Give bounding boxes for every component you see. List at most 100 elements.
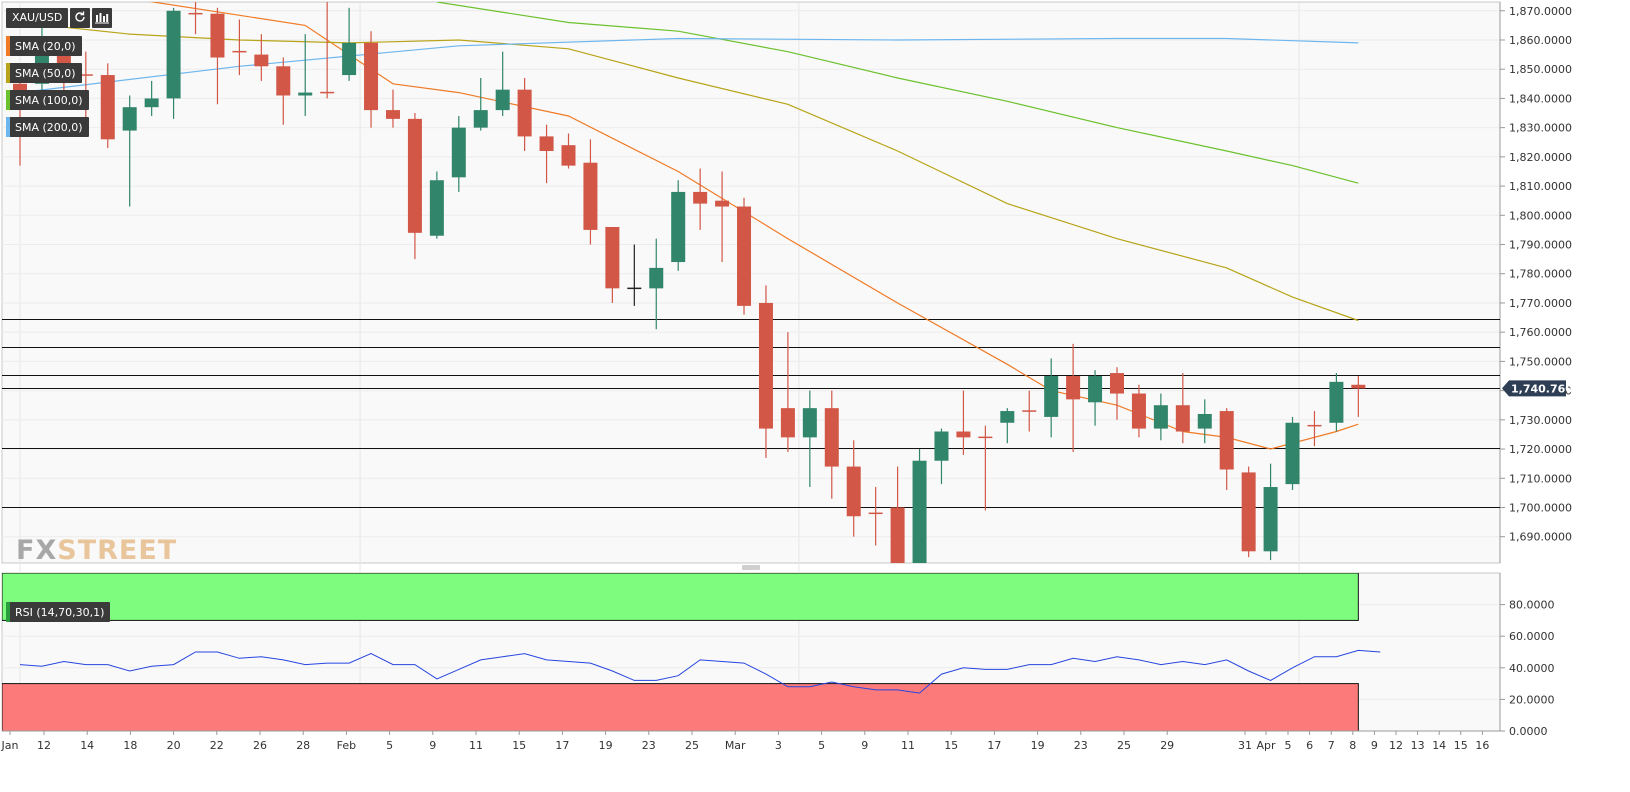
- candle-body: [473, 110, 488, 128]
- price-tick-label: 1,750.0000: [1509, 355, 1572, 368]
- candle-body: [846, 466, 861, 517]
- x-tick-label: 5: [1285, 739, 1292, 752]
- candle-body: [934, 431, 949, 461]
- candle-body: [1285, 422, 1300, 485]
- legend-sma-100[interactable]: SMA (100,0): [6, 90, 89, 110]
- price-tick-label: 1,730.0000: [1509, 414, 1572, 427]
- legend-label: SMA (200,0): [15, 120, 83, 134]
- current-price-tag: [1502, 380, 1566, 397]
- candle-body: [583, 162, 598, 230]
- price-tick-label: 1,820.0000: [1509, 151, 1572, 164]
- current-price-text: 1,740.7600: [1511, 382, 1581, 395]
- rsi-tick-label: 60.0000: [1509, 630, 1555, 643]
- x-tick-label: 15: [944, 739, 958, 752]
- legend-swatch: [6, 36, 10, 56]
- sma-line: [149, 2, 1359, 450]
- candle-body: [276, 66, 291, 96]
- candle-body: [1351, 384, 1366, 389]
- price-tick-label: 1,690.0000: [1509, 531, 1572, 544]
- x-tick-label: Apr: [1256, 739, 1276, 752]
- candle-body: [890, 507, 905, 563]
- x-tick-label: 11: [901, 739, 915, 752]
- x-tick-label: 29: [1160, 739, 1174, 752]
- legend-sma-50[interactable]: SMA (50,0): [6, 63, 82, 83]
- symbol-button[interactable]: XAU/USD: [6, 8, 69, 28]
- candle-body: [649, 267, 664, 289]
- rsi-legend: RSI (14,70,30,1): [6, 602, 111, 629]
- price-tick-label: 1,760.0000: [1509, 326, 1572, 339]
- logo-part-street: STREET: [57, 535, 178, 566]
- x-tick-label: 19: [1031, 739, 1045, 752]
- x-tick-label: 22: [210, 739, 224, 752]
- current-price-label: 1,740.7600: [1502, 380, 1581, 397]
- candle-body: [693, 191, 708, 204]
- candle-body: [758, 302, 773, 429]
- price-tick-label: 1,770.0000: [1509, 297, 1572, 310]
- rsi-tick-label: 80.0000: [1509, 599, 1555, 612]
- candle-body: [254, 54, 269, 67]
- candle-body: [1131, 393, 1146, 429]
- rsi-tick-label: 0.0000: [1509, 725, 1548, 738]
- legend-label: SMA (50,0): [15, 66, 76, 80]
- x-tick-label: 16: [1475, 739, 1489, 752]
- x-tick-label: 7: [1328, 739, 1335, 752]
- legend-label: SMA (100,0): [15, 93, 83, 107]
- legend-swatch: [6, 90, 10, 110]
- indicator-legend: SMA (20,0) SMA (50,0) SMA (100,0) SMA (2…: [6, 36, 89, 144]
- x-tick-label: 18: [123, 739, 137, 752]
- x-tick-label: 23: [1074, 739, 1088, 752]
- pane-resize-handle: [742, 565, 760, 570]
- price-tick-label: 1,800.0000: [1509, 209, 1572, 222]
- price-tick-label: 1,810.0000: [1509, 180, 1572, 193]
- candle-body: [385, 110, 400, 119]
- candle-body: [561, 145, 576, 166]
- x-tick-label: 14: [1432, 739, 1446, 752]
- x-tick-label: 25: [685, 739, 699, 752]
- legend-sma-200[interactable]: SMA (200,0): [6, 117, 89, 137]
- candle-body: [605, 226, 620, 289]
- price-tick-label: 1,860.0000: [1509, 34, 1572, 47]
- price-tick-label: 1,850.0000: [1509, 63, 1572, 76]
- candle-body: [364, 42, 379, 111]
- legend-swatch: [6, 602, 10, 622]
- price-tick-label: 1,710.0000: [1509, 472, 1572, 485]
- candle-body: [495, 89, 510, 111]
- bars-settings-icon[interactable]: [92, 8, 113, 28]
- candle-body: [737, 206, 752, 306]
- x-tick-label: 23: [642, 739, 656, 752]
- x-tick-label: 31: [1238, 739, 1252, 752]
- x-tick-label: 25: [1117, 739, 1131, 752]
- candle-body: [122, 107, 137, 131]
- x-tick-label: 12: [37, 739, 51, 752]
- candle-body: [802, 408, 817, 438]
- x-tick-label: 15: [512, 739, 526, 752]
- rsi-series: [2, 573, 1381, 731]
- rsi-overbought-zone: [2, 573, 1359, 621]
- legend-sma-20[interactable]: SMA (20,0): [6, 36, 82, 56]
- candle-body: [517, 89, 532, 137]
- legend-label: SMA (20,0): [15, 39, 76, 53]
- x-tick-label: 17: [987, 739, 1001, 752]
- candle-body: [671, 191, 686, 263]
- sma-line: [19, 21, 1359, 322]
- legend-label: RSI (14,70,30,1): [15, 605, 105, 619]
- x-tick-label: Feb: [337, 739, 356, 752]
- refresh-icon[interactable]: [70, 8, 91, 28]
- candle-body: [1219, 411, 1234, 470]
- candle-body: [1263, 487, 1278, 552]
- x-tick-label: Mar: [725, 739, 746, 752]
- x-tick-label: 17: [555, 739, 569, 752]
- candle-body: [1329, 381, 1344, 423]
- legend-rsi[interactable]: RSI (14,70,30,1): [6, 602, 111, 622]
- legend-swatch: [6, 63, 10, 83]
- x-tick-label: 26: [253, 739, 267, 752]
- x-tick-label: 12: [1389, 739, 1403, 752]
- candle-body: [210, 13, 225, 58]
- candle-body: [342, 42, 357, 76]
- logo-part-fx: FX: [16, 535, 58, 566]
- x-tick-label: 9: [861, 739, 868, 752]
- x-tick-label: 6: [1306, 739, 1313, 752]
- price-tick-label: 1,790.0000: [1509, 239, 1572, 252]
- x-tick-label: 5: [386, 739, 393, 752]
